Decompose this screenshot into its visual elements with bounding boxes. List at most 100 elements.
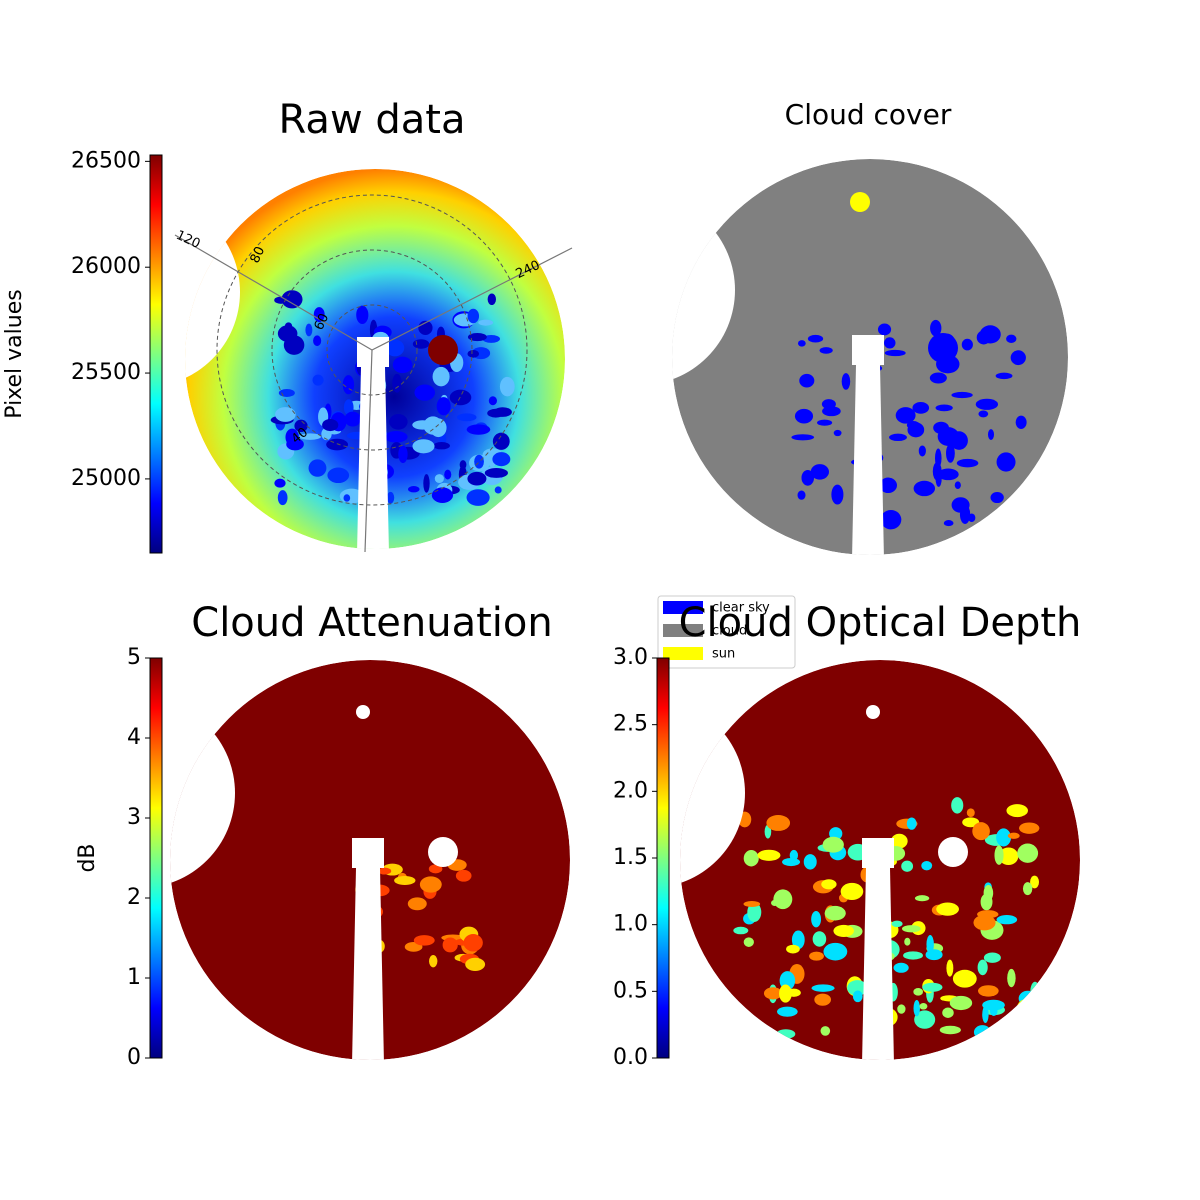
image-blob bbox=[990, 492, 1004, 504]
legend-swatch bbox=[663, 647, 703, 660]
image-blob bbox=[456, 413, 477, 422]
image-blob bbox=[995, 372, 1013, 380]
sun-hole bbox=[866, 705, 880, 719]
image-blob bbox=[1015, 415, 1027, 429]
image-blob bbox=[342, 375, 355, 395]
image-blob bbox=[951, 797, 964, 814]
image-blob bbox=[442, 937, 458, 953]
image-blob bbox=[982, 1005, 989, 1023]
sun-mask bbox=[928, 333, 958, 363]
image-blob bbox=[930, 319, 942, 337]
image-blob bbox=[467, 349, 479, 358]
image-blob bbox=[831, 484, 844, 505]
image-blob bbox=[766, 814, 791, 831]
image-blob bbox=[914, 895, 930, 902]
colorbar bbox=[149, 154, 163, 554]
image-blob bbox=[731, 1019, 752, 1036]
image-blob bbox=[996, 452, 1016, 472]
image-blob bbox=[840, 882, 864, 901]
image-blob bbox=[956, 458, 979, 468]
image-blob bbox=[942, 1007, 954, 1018]
tick-label: 1 bbox=[127, 965, 141, 990]
image-blob bbox=[978, 410, 989, 418]
image-blob bbox=[277, 490, 288, 506]
image-blob bbox=[937, 427, 960, 446]
image-blob bbox=[484, 468, 508, 478]
polar-spoke bbox=[364, 349, 373, 553]
image-blob bbox=[890, 833, 908, 849]
mask-post bbox=[852, 335, 884, 365]
polar-label: 60 bbox=[312, 311, 333, 332]
image-blob bbox=[982, 999, 1005, 1011]
image-blob bbox=[277, 325, 298, 342]
image-blob bbox=[326, 438, 349, 451]
image-blob bbox=[946, 443, 955, 463]
image-blob bbox=[743, 937, 754, 947]
mask-arm bbox=[862, 868, 894, 1060]
image-blob bbox=[812, 931, 827, 947]
image-blob bbox=[286, 438, 304, 451]
image-blob bbox=[791, 434, 815, 441]
tick-label: 5 bbox=[127, 645, 141, 670]
mask-cutout bbox=[672, 195, 735, 385]
image-blob bbox=[492, 452, 511, 467]
image-blob bbox=[412, 420, 433, 430]
image-blob bbox=[891, 920, 903, 928]
image-blob bbox=[961, 338, 973, 351]
panel-title: Cloud cover bbox=[785, 98, 952, 131]
image-blob bbox=[733, 926, 749, 935]
image-blob bbox=[467, 332, 487, 342]
image-blob bbox=[907, 422, 925, 438]
tick-label: 25000 bbox=[71, 466, 141, 491]
image-blob bbox=[801, 469, 815, 486]
mask-post bbox=[862, 838, 894, 868]
sun-mask bbox=[428, 837, 458, 867]
image-blob bbox=[946, 959, 954, 977]
panel-title: Raw data bbox=[279, 97, 466, 143]
image-blob bbox=[935, 404, 953, 412]
image-blob bbox=[299, 433, 322, 440]
image-blob bbox=[312, 374, 324, 386]
image-blob bbox=[773, 889, 793, 910]
image-blob bbox=[743, 850, 759, 867]
image-blob bbox=[996, 914, 1018, 925]
image-blob bbox=[936, 902, 959, 916]
image-blob bbox=[743, 901, 761, 908]
image-blob bbox=[884, 337, 896, 349]
image-blob bbox=[824, 905, 846, 921]
image-blob bbox=[852, 990, 863, 1003]
image-blob bbox=[973, 1025, 991, 1040]
image-blob bbox=[972, 822, 990, 841]
image-blob bbox=[998, 847, 1019, 866]
image-blob bbox=[392, 373, 402, 393]
sun-disk bbox=[428, 335, 458, 365]
image-blob bbox=[966, 808, 975, 817]
legend-swatch bbox=[663, 601, 703, 614]
image-blob bbox=[394, 875, 416, 885]
image-blob bbox=[433, 442, 450, 450]
image-blob bbox=[419, 876, 442, 893]
image-blob bbox=[929, 372, 947, 384]
image-blob bbox=[817, 419, 833, 426]
image-blob bbox=[841, 373, 851, 390]
tick-label: 3.0 bbox=[613, 645, 648, 670]
image-blob bbox=[821, 399, 836, 410]
image-blob bbox=[901, 860, 914, 872]
tick-label: 3 bbox=[127, 805, 141, 830]
image-blob bbox=[979, 325, 1001, 344]
mask-post bbox=[352, 838, 384, 868]
image-blob bbox=[1035, 1027, 1045, 1040]
image-blob bbox=[913, 999, 920, 1017]
image-blob bbox=[994, 845, 1004, 865]
legend-swatch bbox=[663, 624, 703, 637]
image-blob bbox=[466, 489, 490, 506]
image-blob bbox=[901, 925, 921, 933]
image-blob bbox=[893, 962, 909, 973]
image-blob bbox=[803, 854, 817, 870]
image-blob bbox=[939, 1025, 961, 1035]
image-blob bbox=[384, 431, 408, 443]
image-blob bbox=[925, 949, 943, 961]
tick-label: 4 bbox=[127, 725, 141, 750]
image-blob bbox=[989, 1005, 998, 1017]
image-blob bbox=[434, 474, 444, 484]
